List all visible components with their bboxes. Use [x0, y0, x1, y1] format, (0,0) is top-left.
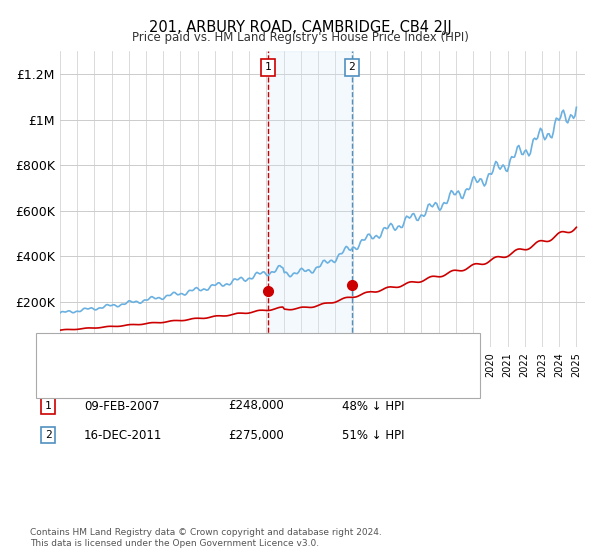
Text: 1: 1: [44, 401, 52, 411]
Text: HPI: Average price, detached house, Cambridge: HPI: Average price, detached house, Camb…: [63, 367, 313, 377]
Text: £275,000: £275,000: [228, 428, 284, 442]
Text: 09-FEB-2007: 09-FEB-2007: [84, 399, 160, 413]
Text: 1: 1: [265, 62, 272, 72]
Text: 16-DEC-2011: 16-DEC-2011: [84, 428, 163, 442]
Text: 201, ARBURY ROAD, CAMBRIDGE, CB4 2JJ (detached house): 201, ARBURY ROAD, CAMBRIDGE, CB4 2JJ (de…: [63, 347, 373, 357]
Text: 2: 2: [349, 62, 355, 72]
Text: 48% ↓ HPI: 48% ↓ HPI: [342, 399, 404, 413]
Text: Price paid vs. HM Land Registry's House Price Index (HPI): Price paid vs. HM Land Registry's House …: [131, 31, 469, 44]
Text: Contains HM Land Registry data © Crown copyright and database right 2024.
This d: Contains HM Land Registry data © Crown c…: [30, 528, 382, 548]
Bar: [268, 52, 352, 347]
Text: 2: 2: [44, 430, 52, 440]
Text: £248,000: £248,000: [228, 399, 284, 413]
Text: 201, ARBURY ROAD, CAMBRIDGE, CB4 2JJ: 201, ARBURY ROAD, CAMBRIDGE, CB4 2JJ: [149, 20, 451, 35]
Text: 51% ↓ HPI: 51% ↓ HPI: [342, 428, 404, 442]
